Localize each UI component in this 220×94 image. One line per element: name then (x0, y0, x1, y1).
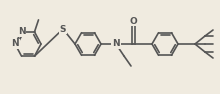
Text: N: N (112, 39, 120, 49)
Text: O: O (129, 17, 137, 25)
Text: N: N (11, 39, 19, 49)
Text: S: S (60, 25, 66, 33)
Text: N: N (18, 27, 25, 36)
